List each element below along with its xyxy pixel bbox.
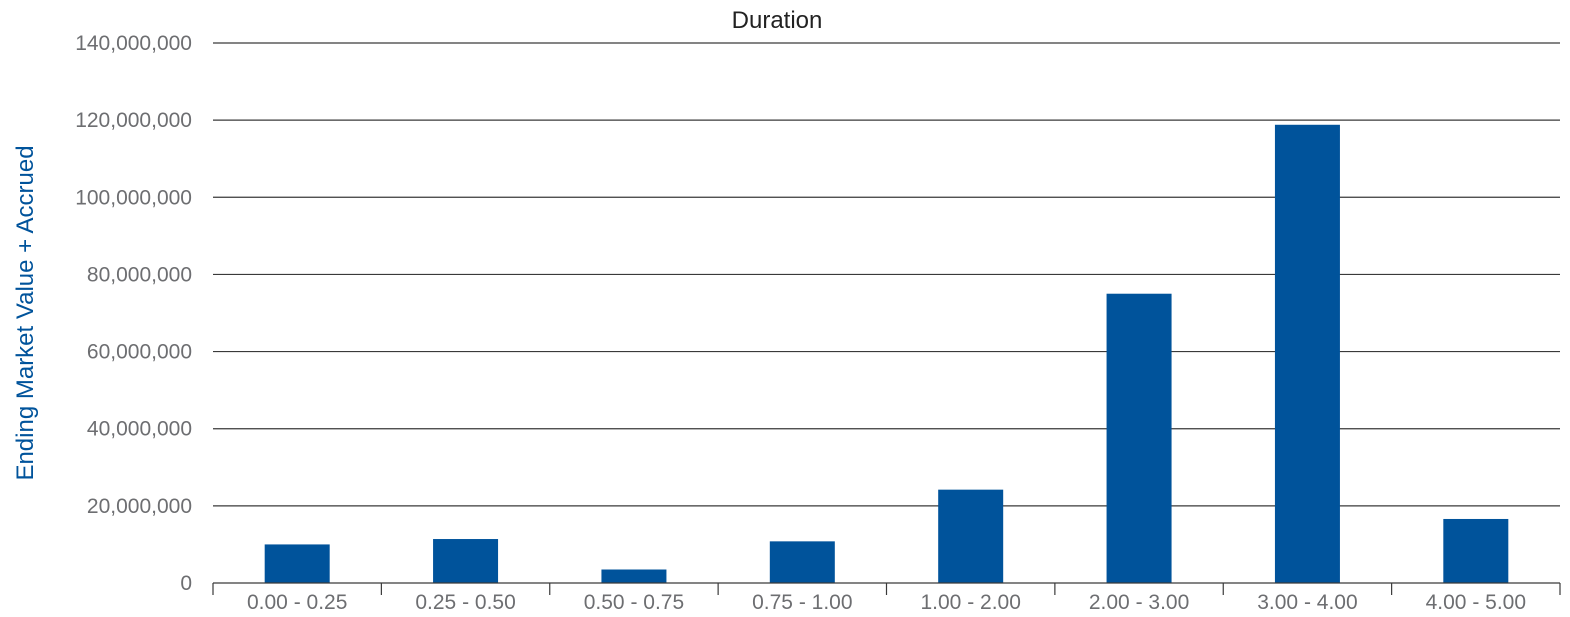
- y-tick-label: 100,000,000: [75, 186, 192, 209]
- bar: [601, 569, 667, 583]
- bar: [1106, 293, 1172, 583]
- x-tick-label: 0.75 - 1.00: [752, 591, 852, 614]
- x-tick-label: 4.00 - 5.00: [1426, 591, 1526, 614]
- y-tick-label: 40,000,000: [87, 418, 192, 441]
- bar: [1443, 518, 1509, 583]
- y-tick-label: 20,000,000: [87, 495, 192, 518]
- bar: [1274, 124, 1340, 584]
- bar: [938, 489, 1004, 583]
- bars: [264, 124, 1509, 584]
- y-tick-label: 80,000,000: [87, 263, 192, 286]
- y-tick-label: 0: [180, 572, 192, 595]
- x-tick-labels: 0.00 - 0.25 0.25 - 0.50 0.50 - 0.75 0.75 - …: [247, 591, 1526, 614]
- y-tick-label: 60,000,000: [87, 341, 192, 364]
- x-tick-label: 0.50 - 0.75: [584, 591, 684, 614]
- y-axis-title: Ending Market Value + Accrued: [12, 145, 39, 480]
- gridlines: [213, 42, 1560, 507]
- x-tick-label: 0.25 - 0.50: [415, 591, 515, 614]
- y-tick-label: 140,000,000: [75, 32, 192, 55]
- y-tick-labels: 0 20,000,000 40,000,000 60,000,000 80,000,00…: [75, 32, 192, 595]
- x-tick-label: 3.00 - 4.00: [1257, 591, 1357, 614]
- y-tick-label: 120,000,000: [75, 109, 192, 132]
- x-tick-label: 1.00 - 2.00: [920, 591, 1020, 614]
- chart-title: Duration: [732, 7, 823, 34]
- bar: [769, 541, 835, 583]
- x-tick-label: 2.00 - 3.00: [1089, 591, 1189, 614]
- x-tick-label: 0.00 - 0.25: [247, 591, 347, 614]
- bar: [264, 544, 330, 583]
- bar: [433, 539, 499, 583]
- x-axis: [212, 582, 1561, 595]
